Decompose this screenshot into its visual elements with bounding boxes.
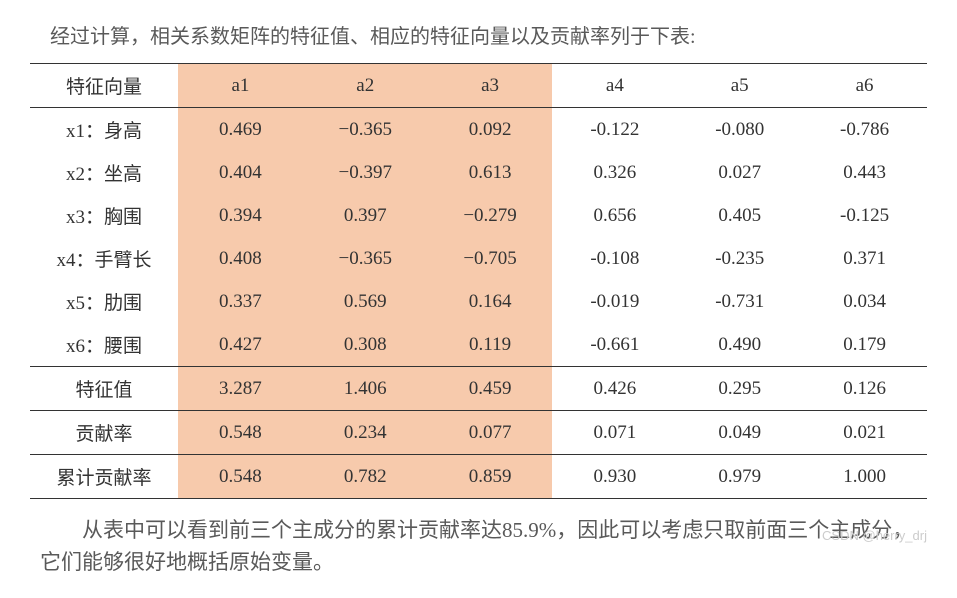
- col-a3: a3: [428, 64, 553, 108]
- table-body: x1：身高 0.469 −0.365 0.092 -0.122 -0.080 -…: [30, 108, 927, 499]
- col-a1: a1: [178, 64, 303, 108]
- cell: 0.459: [428, 367, 553, 411]
- cell: 0.490: [677, 323, 802, 367]
- cell: 0.469: [178, 108, 303, 152]
- cell: 0.179: [802, 323, 927, 367]
- cell: 0.397: [303, 194, 428, 237]
- row-label: x5：肋围: [30, 280, 178, 323]
- watermark: CSDN @herry_drj: [822, 528, 927, 543]
- cell: 0.021: [802, 411, 927, 455]
- cell: 0.548: [178, 411, 303, 455]
- col-a2: a2: [303, 64, 428, 108]
- row-label: x2：坐高: [30, 151, 178, 194]
- cell: 0.859: [428, 455, 553, 499]
- cell: -0.786: [802, 108, 927, 152]
- row-label: 贡献率: [30, 411, 178, 455]
- cell: 0.092: [428, 108, 553, 152]
- cell: 3.287: [178, 367, 303, 411]
- col-a6: a6: [802, 64, 927, 108]
- header-label: 特征向量: [30, 64, 178, 108]
- row-label: x3：胸围: [30, 194, 178, 237]
- cell: 0.027: [677, 151, 802, 194]
- eigenvalue-row: 特征值 3.287 1.406 0.459 0.426 0.295 0.126: [30, 367, 927, 411]
- cell: 0.405: [677, 194, 802, 237]
- row-label: 特征值: [30, 367, 178, 411]
- cell: 0.071: [552, 411, 677, 455]
- intro-text: 经过计算，相关系数矩阵的特征值、相应的特征向量以及贡献率列于下表:: [30, 20, 927, 49]
- conclusion-text: 从表中可以看到前三个主成分的累计贡献率达85.9%，因此可以考虑只取前面三个主成…: [30, 515, 927, 578]
- table-row: x3：胸围 0.394 0.397 −0.279 0.656 0.405 -0.…: [30, 194, 927, 237]
- table-row: x6：腰围 0.427 0.308 0.119 -0.661 0.490 0.1…: [30, 323, 927, 367]
- cell: 0.548: [178, 455, 303, 499]
- table-row: x2：坐高 0.404 −0.397 0.613 0.326 0.027 0.4…: [30, 151, 927, 194]
- cell: 0.426: [552, 367, 677, 411]
- eigen-table: 特征向量 a1 a2 a3 a4 a5 a6 x1：身高 0.469 −0.36…: [30, 63, 927, 499]
- cell: -0.661: [552, 323, 677, 367]
- row-label: x4：手臂长: [30, 237, 178, 280]
- row-label: x1：身高: [30, 108, 178, 152]
- cell: 0.443: [802, 151, 927, 194]
- cell: -0.731: [677, 280, 802, 323]
- cell: -0.080: [677, 108, 802, 152]
- cell: 0.295: [677, 367, 802, 411]
- cell: 0.126: [802, 367, 927, 411]
- cell: 0.119: [428, 323, 553, 367]
- cell: 0.034: [802, 280, 927, 323]
- cell: 0.308: [303, 323, 428, 367]
- col-a5: a5: [677, 64, 802, 108]
- cell: 1.406: [303, 367, 428, 411]
- cell: 0.930: [552, 455, 677, 499]
- cell: 0.326: [552, 151, 677, 194]
- cell: 0.656: [552, 194, 677, 237]
- table-row: x4：手臂长 0.408 −0.365 −0.705 -0.108 -0.235…: [30, 237, 927, 280]
- cell: −0.705: [428, 237, 553, 280]
- col-a4: a4: [552, 64, 677, 108]
- contribution-row: 贡献率 0.548 0.234 0.077 0.071 0.049 0.021: [30, 411, 927, 455]
- cell: −0.397: [303, 151, 428, 194]
- cell: -0.235: [677, 237, 802, 280]
- cell: -0.108: [552, 237, 677, 280]
- cell: 0.049: [677, 411, 802, 455]
- cell: 0.613: [428, 151, 553, 194]
- cell: -0.122: [552, 108, 677, 152]
- cell: 1.000: [802, 455, 927, 499]
- cell: 0.164: [428, 280, 553, 323]
- cell: 0.404: [178, 151, 303, 194]
- cell: −0.279: [428, 194, 553, 237]
- cell: 0.371: [802, 237, 927, 280]
- cell: 0.569: [303, 280, 428, 323]
- cell: -0.019: [552, 280, 677, 323]
- cell: 0.408: [178, 237, 303, 280]
- cell: 0.782: [303, 455, 428, 499]
- row-label: 累计贡献率: [30, 455, 178, 499]
- cell: 0.077: [428, 411, 553, 455]
- cell: -0.125: [802, 194, 927, 237]
- cell: −0.365: [303, 237, 428, 280]
- cell: 0.234: [303, 411, 428, 455]
- table-row: x5：肋围 0.337 0.569 0.164 -0.019 -0.731 0.…: [30, 280, 927, 323]
- cell: −0.365: [303, 108, 428, 152]
- cumulative-row: 累计贡献率 0.548 0.782 0.859 0.930 0.979 1.00…: [30, 455, 927, 499]
- header-row: 特征向量 a1 a2 a3 a4 a5 a6: [30, 64, 927, 108]
- cell: 0.979: [677, 455, 802, 499]
- table-row: x1：身高 0.469 −0.365 0.092 -0.122 -0.080 -…: [30, 108, 927, 152]
- row-label: x6：腰围: [30, 323, 178, 367]
- cell: 0.394: [178, 194, 303, 237]
- cell: 0.337: [178, 280, 303, 323]
- cell: 0.427: [178, 323, 303, 367]
